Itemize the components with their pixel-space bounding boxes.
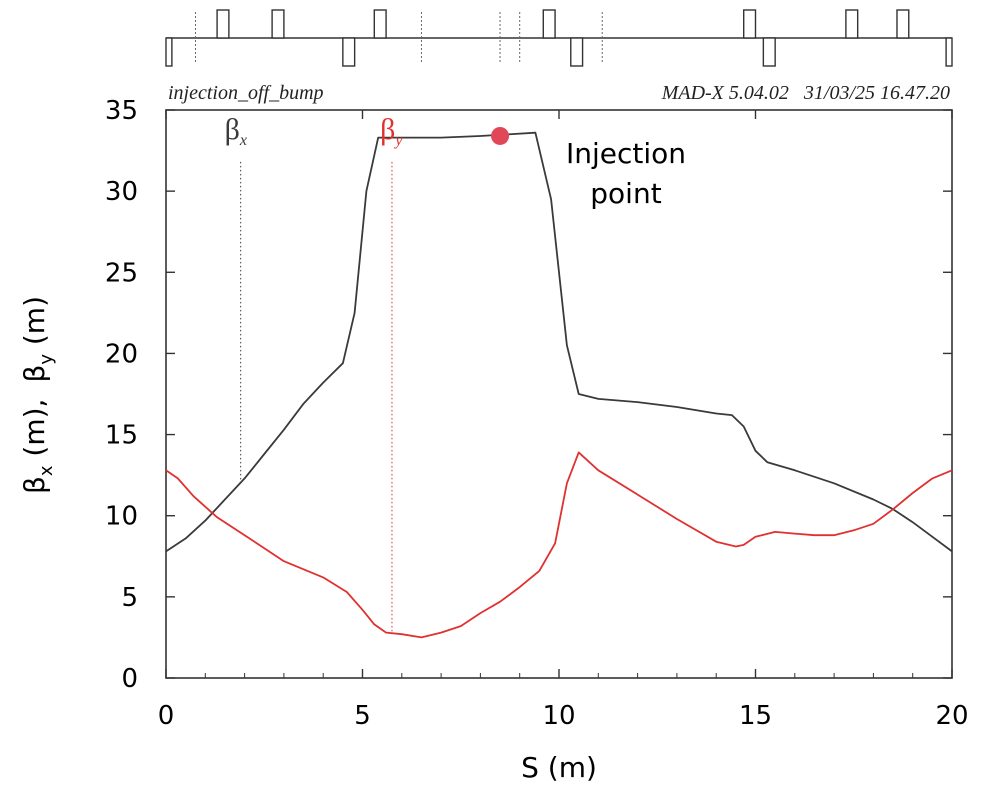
lattice-defocusing-element	[945, 37, 953, 67]
y-axis-beta-x-unit: (m),	[18, 399, 51, 466]
y-tick-label: 30	[105, 177, 138, 207]
lattice-focusing-element	[845, 9, 859, 39]
series-beta-x-line	[165, 131, 953, 553]
x-tick-label: 20	[935, 701, 968, 731]
series-labels: βx βy	[225, 113, 404, 149]
plot-frame	[165, 109, 953, 679]
lattice-layout	[165, 9, 953, 67]
y-axis-beta-y-symbol: β	[18, 365, 51, 383]
y-axis-ticks: 0 5 10 15 20 25 30 35	[105, 96, 952, 694]
series-beta-x-label: βx	[225, 113, 247, 149]
y-tick-label: 0	[121, 664, 138, 694]
injection-point-marker	[491, 126, 510, 145]
injection-point-label-line: point	[590, 177, 661, 210]
x-tick-label: 0	[158, 701, 175, 731]
y-axis-beta-y-unit: (m)	[18, 296, 51, 354]
y-tick-label: 20	[105, 339, 138, 369]
series-beta-y-line	[165, 451, 953, 639]
series-beta-y-label: βy	[380, 113, 403, 149]
injection-annotation: Injection point	[491, 126, 686, 210]
x-tick-label: 10	[542, 701, 575, 731]
y-axis-title: βx (m),βy (m)	[18, 296, 57, 494]
y-axis-beta-y-subscript: y	[36, 354, 57, 365]
madx-version-stamp: MAD-X 5.04.02 31/03/25 16.47.20	[661, 82, 950, 104]
lattice-focusing-element	[542, 9, 556, 39]
y-tick-label: 10	[105, 502, 138, 532]
y-tick-label: 25	[105, 258, 138, 288]
lattice-focusing-element	[216, 9, 230, 39]
lattice-defocusing-element	[342, 37, 356, 67]
lattice-focusing-element	[271, 9, 285, 39]
y-tick-label: 35	[105, 96, 138, 126]
x-tick-label: 15	[739, 701, 772, 731]
lattice-defocusing-element	[570, 37, 584, 67]
x-axis-title: S (m)	[521, 751, 597, 784]
x-tick-label: 5	[354, 701, 371, 731]
injection-point-label-line: Injection	[566, 137, 686, 170]
lattice-defocusing-element	[165, 37, 173, 67]
lattice-focusing-element	[896, 9, 910, 39]
y-tick-label: 15	[105, 421, 138, 451]
x-axis-ticks: 0 5 10 15 20	[158, 110, 969, 731]
lattice-focusing-element	[373, 9, 387, 39]
series-layer	[165, 131, 953, 639]
y-axis-beta-x-symbol: β	[18, 476, 51, 494]
plot-name-label: injection_off_bump	[168, 82, 324, 104]
lattice-defocusing-element	[762, 37, 776, 67]
y-axis-beta-x-subscript: x	[36, 465, 57, 476]
lattice-focusing-element	[743, 9, 757, 39]
y-tick-label: 5	[121, 583, 138, 613]
